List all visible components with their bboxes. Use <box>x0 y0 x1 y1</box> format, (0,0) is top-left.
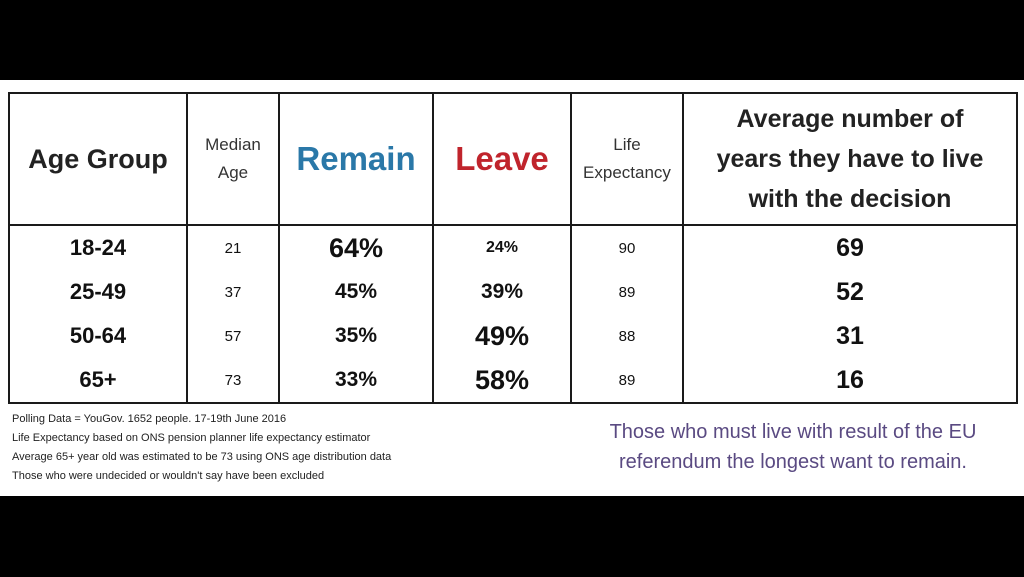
footnote: Life Expectancy based on ONS pension pla… <box>12 432 371 444</box>
table-row: 25-49 37 45% 39% 89 52 <box>8 270 1018 314</box>
cell-age-group: 50-64 <box>8 314 188 358</box>
cell-age-group: 65+ <box>8 358 188 404</box>
header-median-age: Median Age <box>186 92 280 226</box>
cell-life-expectancy: 89 <box>570 358 684 404</box>
cell-leave: 39% <box>432 270 572 314</box>
cell-remain: 33% <box>278 358 434 404</box>
header-age-group: Age Group <box>8 92 188 226</box>
header-life-expectancy: Life Expectancy <box>570 92 684 226</box>
table-row: 18-24 21 64% 24% 90 69 <box>8 224 1018 270</box>
cell-median-age: 37 <box>186 270 280 314</box>
header-row: Age Group Median Age Remain Leave Life E… <box>8 92 1018 226</box>
footnotes: Polling Data = YouGov. 1652 people. 17-1… <box>12 410 532 486</box>
poll-panel: Age Group Median Age Remain Leave Life E… <box>0 80 1024 496</box>
cell-years: 16 <box>682 358 1018 404</box>
table-row: 50-64 57 35% 49% 88 31 <box>8 314 1018 358</box>
footnote: Average 65+ year old was estimated to be… <box>12 451 392 463</box>
cell-life-expectancy: 88 <box>570 314 684 358</box>
header-remain: Remain <box>278 92 434 226</box>
cell-remain: 45% <box>278 270 434 314</box>
cell-age-group: 25-49 <box>8 270 188 314</box>
table-row: 65+ 73 33% 58% 89 16 <box>8 358 1018 404</box>
cell-life-expectancy: 89 <box>570 270 684 314</box>
cell-remain: 35% <box>278 314 434 358</box>
conclusion-text: Those who must live with result of the E… <box>609 421 977 473</box>
cell-years: 31 <box>682 314 1018 358</box>
cell-years: 69 <box>682 224 1018 270</box>
cell-remain: 64% <box>278 224 434 270</box>
cell-years: 52 <box>682 270 1018 314</box>
cell-life-expectancy: 90 <box>570 224 684 270</box>
cell-median-age: 57 <box>186 314 280 358</box>
cell-leave: 24% <box>432 224 572 270</box>
footnote: Polling Data = YouGov. 1652 people. 17-1… <box>12 413 287 425</box>
cell-median-age: 73 <box>186 358 280 404</box>
cell-leave: 58% <box>432 358 572 404</box>
header-leave: Leave <box>432 92 572 226</box>
cell-median-age: 21 <box>186 224 280 270</box>
cell-leave: 49% <box>432 314 572 358</box>
header-years: Average number of years they have to liv… <box>682 92 1018 226</box>
poll-table: Age Group Median Age Remain Leave Life E… <box>8 92 1018 404</box>
cell-age-group: 18-24 <box>8 224 188 270</box>
footnote: Those who were undecided or wouldn't say… <box>12 470 325 482</box>
